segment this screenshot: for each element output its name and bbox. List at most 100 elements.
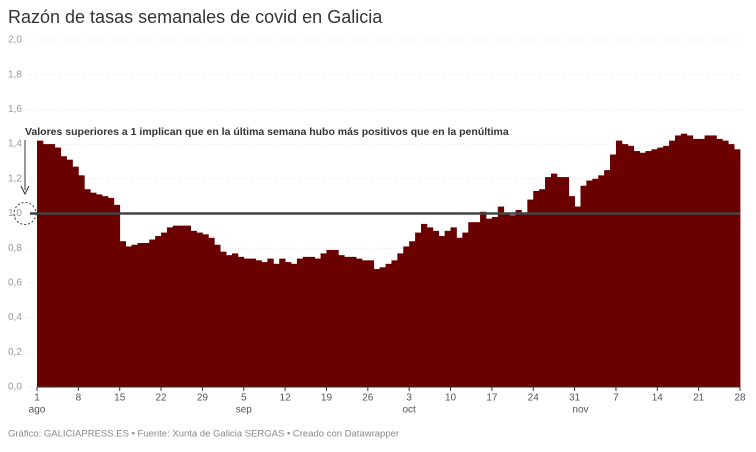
y-tick-label: 1,8: [8, 69, 22, 80]
x-month-label: sep: [236, 405, 253, 416]
area-step: [296, 258, 304, 387]
area-step: [149, 239, 156, 387]
x-tick-label: 14: [652, 393, 664, 404]
area-step: [480, 211, 487, 387]
y-tick-label: 1,6: [8, 104, 22, 115]
area-step: [66, 159, 73, 387]
y-tick-label: 0,8: [8, 243, 22, 254]
x-tick-label: 15: [114, 393, 126, 404]
area-step: [125, 246, 132, 387]
area-step: [285, 262, 292, 387]
x-tick-label: 22: [155, 393, 167, 404]
y-tick-label: 2,0: [8, 35, 22, 46]
area-step: [137, 242, 144, 387]
area-step: [37, 140, 44, 387]
area-step: [214, 244, 221, 387]
area-step: [308, 256, 316, 387]
area-step: [545, 177, 552, 387]
area-step: [415, 232, 422, 387]
annotation-circle: [13, 202, 37, 225]
area-step: [615, 140, 623, 387]
area-step: [302, 256, 310, 387]
area-step: [42, 144, 50, 387]
area-step: [450, 227, 457, 387]
area-step: [568, 196, 575, 387]
area-step: [468, 222, 475, 387]
area-step: [101, 196, 109, 387]
area-step: [78, 175, 85, 387]
area-step: [722, 140, 729, 387]
area-step: [503, 213, 511, 387]
area-step: [686, 135, 694, 387]
x-tick-label: 19: [321, 393, 333, 404]
area-step: [521, 213, 528, 387]
x-tick-label: 29: [197, 393, 209, 404]
area-step: [143, 242, 150, 387]
x-tick-label: 1: [34, 393, 40, 404]
area-step: [202, 234, 209, 387]
x-tick-label: 12: [280, 393, 292, 404]
area-step: [474, 222, 481, 387]
area-step: [533, 190, 540, 387]
area-step: [279, 258, 286, 387]
area-step: [515, 210, 522, 387]
area-step: [403, 246, 410, 387]
area-step: [107, 197, 115, 387]
x-tick-label: 5: [241, 393, 247, 404]
area-step: [90, 192, 97, 387]
area-step: [196, 232, 203, 387]
area-step: [680, 133, 688, 387]
area-step: [716, 138, 723, 387]
area-step: [497, 206, 505, 387]
area-step: [698, 138, 705, 387]
area-step: [344, 256, 351, 387]
y-tick-label: 0,6: [8, 278, 22, 289]
area-step: [426, 227, 434, 387]
area-step: [326, 249, 333, 387]
area-step: [432, 230, 440, 387]
area-step: [391, 260, 398, 387]
area-step: [385, 263, 392, 387]
area-step: [220, 251, 227, 387]
area-step: [314, 258, 321, 387]
area-step: [669, 140, 676, 387]
x-tick-label: 21: [693, 393, 705, 404]
area-step: [119, 241, 127, 387]
y-tick-label: 1,0: [8, 208, 22, 219]
area-step: [350, 256, 357, 387]
area-step: [379, 267, 386, 387]
x-month-label: nov: [572, 405, 588, 416]
area-step: [267, 258, 274, 387]
area-step: [226, 255, 233, 387]
area-step: [675, 135, 682, 387]
area-step: [361, 260, 369, 387]
area-step: [598, 175, 605, 387]
area-step: [704, 135, 711, 387]
area-step: [592, 178, 599, 387]
x-tick-label: 24: [528, 393, 540, 404]
area-step: [166, 227, 174, 387]
area-step: [338, 255, 345, 387]
area-step: [580, 185, 587, 387]
area-step: [485, 218, 493, 387]
area-step: [54, 147, 62, 387]
x-tick-label: 8: [76, 393, 82, 404]
y-tick-label: 0,2: [8, 347, 22, 358]
area-step: [692, 138, 700, 387]
x-tick-label: 28: [734, 393, 746, 404]
chart-title: Razón de tasas semanales de covid en Gal…: [8, 7, 383, 27]
area-step: [231, 253, 239, 387]
area-step: [444, 230, 451, 387]
area-step: [249, 258, 256, 387]
area-step: [728, 144, 735, 387]
x-tick-label: 10: [445, 393, 457, 404]
area-step: [627, 145, 635, 387]
area-step: [208, 237, 215, 387]
area-step: [633, 151, 640, 387]
area-step: [237, 256, 245, 387]
y-tick-label: 1,2: [8, 173, 22, 184]
annotation: Valores superiores a 1 implican que en l…: [25, 126, 509, 138]
x-month-label: oct: [403, 405, 417, 416]
area-step: [184, 225, 191, 387]
area-step: [131, 244, 138, 387]
